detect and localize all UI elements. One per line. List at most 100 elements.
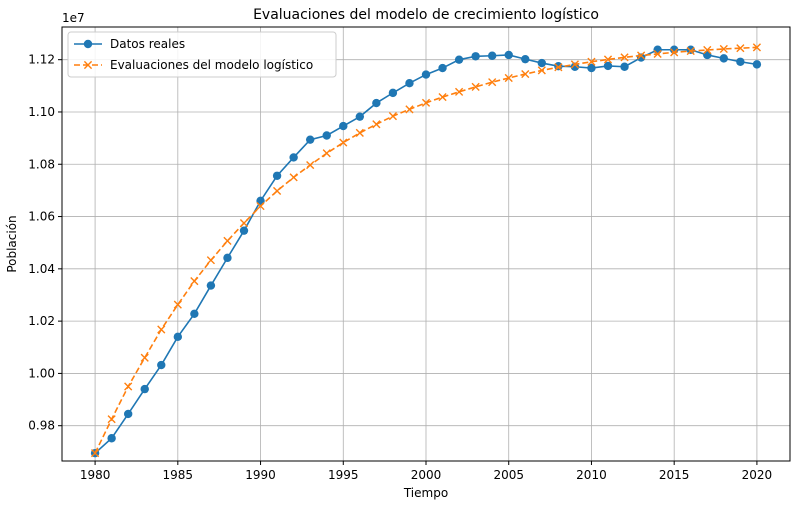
data-point	[620, 53, 629, 62]
data-point	[405, 79, 414, 88]
data-point	[504, 50, 513, 60]
data-point	[339, 121, 348, 131]
data-point	[305, 135, 315, 144]
data-point	[289, 173, 298, 182]
y-axis-offset-label: 1e7	[62, 11, 85, 25]
data-point	[272, 171, 282, 180]
data-point	[752, 43, 762, 52]
y-tick-label: 1.10	[28, 105, 55, 119]
legend-entry: Evaluaciones del modelo logístico	[74, 58, 313, 72]
data-point	[355, 128, 364, 137]
legend-marker	[83, 39, 93, 49]
legend-entry: Datos reales	[74, 37, 185, 51]
data-point	[488, 78, 497, 87]
data-point	[223, 253, 232, 263]
data-point	[670, 48, 679, 57]
data-point	[736, 44, 745, 53]
data-point	[124, 382, 133, 391]
y-tick-label: 1.02	[28, 314, 55, 328]
data-point	[272, 186, 282, 196]
data-point	[289, 153, 298, 162]
data-point	[686, 45, 695, 54]
y-axis-label: Población	[5, 215, 19, 272]
data-point	[157, 325, 166, 334]
x-tick-label: 1990	[245, 468, 276, 482]
legend-box	[67, 31, 337, 78]
data-point	[140, 353, 149, 362]
x-tick-label: 1995	[328, 468, 359, 482]
y-axis: 0.98 1.00 1.02 1.04 1.06 1.08 1.10 1.12	[28, 53, 62, 433]
data-point	[206, 281, 216, 290]
y-tick-label: 1.06	[28, 210, 55, 224]
data-point	[372, 120, 381, 129]
y-tick-label: 1.08	[28, 157, 55, 171]
data-point	[90, 449, 100, 458]
data-point	[603, 55, 613, 64]
data-point	[322, 149, 331, 158]
legend: Datos reales Evaluaciones del modelo logí…	[67, 31, 337, 78]
data-point	[239, 226, 249, 235]
data-point	[686, 46, 695, 56]
data-point	[206, 256, 216, 265]
data-point	[454, 87, 464, 96]
data-point	[107, 434, 116, 443]
data-point	[306, 160, 315, 170]
series-layer	[90, 43, 762, 458]
data-point	[339, 138, 348, 147]
data-point	[190, 277, 199, 286]
data-point	[405, 105, 414, 114]
data-point	[239, 218, 249, 228]
data-point	[587, 63, 596, 73]
grid	[62, 27, 790, 461]
data-point	[620, 62, 629, 71]
data-point	[388, 112, 398, 121]
data-point	[504, 73, 513, 83]
data-point	[636, 51, 646, 60]
data-point	[355, 112, 365, 121]
x-tick-label: 2000	[411, 468, 442, 482]
x-tick-label: 1985	[163, 468, 194, 482]
y-tick-label: 1.04	[28, 262, 55, 276]
data-point	[322, 131, 331, 140]
data-point	[537, 66, 546, 75]
data-point	[438, 92, 447, 102]
x-axis-label: Tiempo	[403, 486, 448, 500]
x-tick-label: 2005	[493, 468, 524, 482]
data-point	[653, 45, 662, 54]
x-tick-label: 2020	[742, 468, 773, 482]
data-point	[372, 98, 381, 108]
x-tick-label: 1980	[80, 468, 111, 482]
data-point	[107, 415, 116, 424]
data-point	[438, 63, 447, 73]
series-modelo-logistico	[90, 43, 762, 458]
data-point	[454, 55, 464, 64]
data-point	[471, 52, 480, 61]
x-tick-label: 2015	[659, 468, 690, 482]
data-point	[173, 300, 182, 309]
data-point	[537, 58, 547, 68]
x-tick-label: 2010	[576, 468, 607, 482]
data-point	[190, 309, 199, 319]
series-datos-reales	[90, 45, 762, 458]
data-point	[719, 54, 729, 63]
chart-title: Evaluaciones del modelo de crecimiento l…	[253, 7, 599, 23]
data-point	[752, 60, 762, 69]
data-point	[653, 49, 662, 59]
data-point	[703, 45, 712, 55]
data-point	[521, 69, 530, 79]
data-point	[471, 82, 480, 91]
data-point	[421, 98, 431, 107]
data-point	[123, 409, 133, 419]
x-axis: 1980 1985 1990 1995 2000 2005 2010 2015 2020	[80, 461, 772, 482]
data-point	[223, 236, 232, 245]
data-point	[603, 61, 613, 71]
data-point	[570, 60, 580, 69]
data-point	[173, 332, 183, 342]
y-tick-label: 1.00	[28, 366, 55, 380]
data-point	[521, 54, 530, 64]
data-point	[554, 63, 563, 72]
legend-marker	[83, 60, 93, 70]
data-point	[719, 44, 728, 54]
legend-label: Evaluaciones del modelo logístico	[110, 58, 313, 72]
